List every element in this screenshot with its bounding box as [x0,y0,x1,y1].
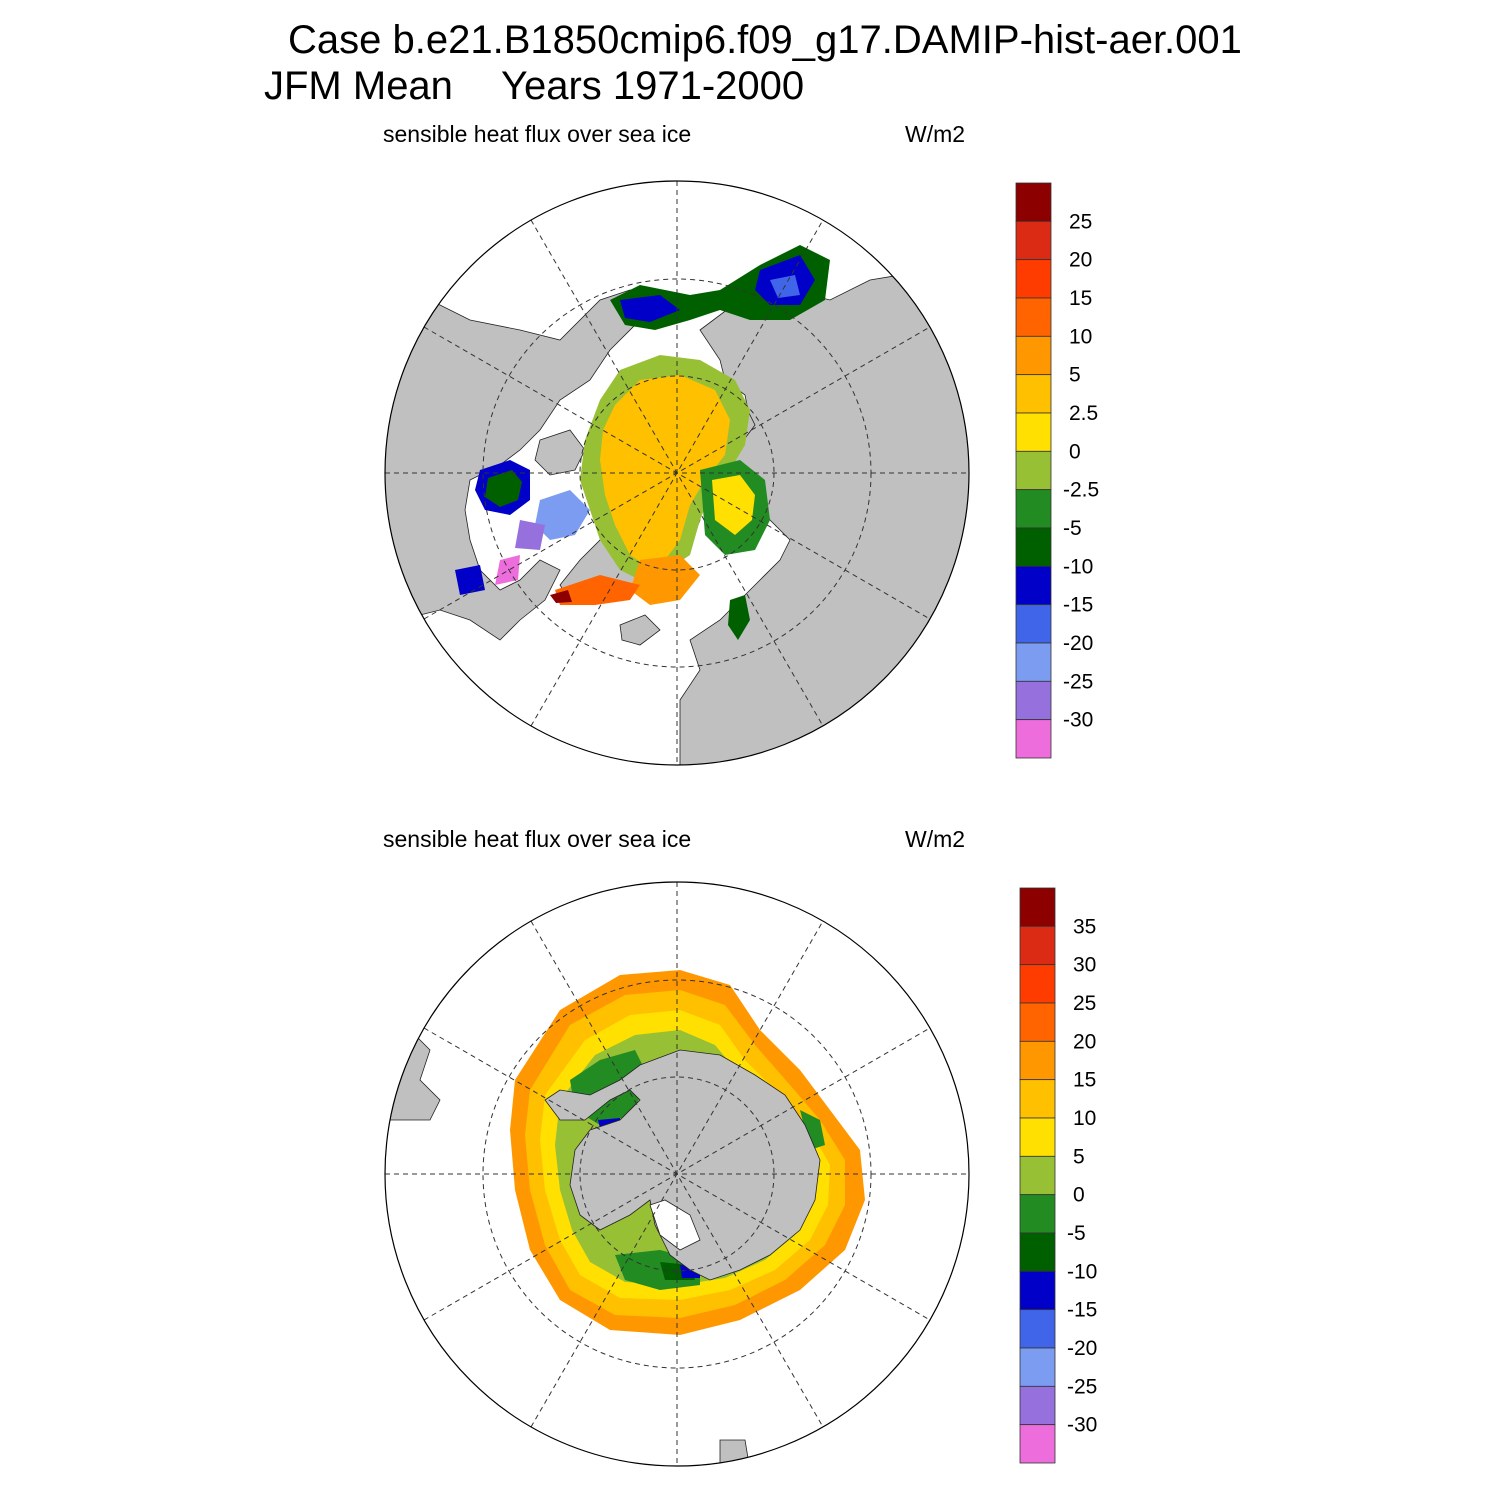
colorbar-tick-label: 2.5 [1069,402,1098,425]
colorbar-swatch [1015,527,1052,567]
colorbar-tick-label: -30 [1067,1414,1097,1437]
colorbar-tick-label: 15 [1069,287,1092,310]
arctic-flux-field [455,245,830,640]
years-label: Years 1971-2000 [500,64,805,108]
colorbar-swatch [1015,220,1052,261]
season-label: JFM Mean [264,64,453,108]
arctic-variable-label: sensible heat flux over sea ice [383,121,692,147]
colorbar-tick-label: -30 [1063,709,1093,732]
colorbar-swatch [1015,182,1052,222]
colorbar-swatch [1015,335,1052,376]
colorbar-swatch [1019,964,1056,1004]
antarctica-land [544,1049,821,1281]
colorbar-tick-label: 5 [1073,1145,1085,1168]
colorbar-swatch [1015,259,1052,299]
arctic-colorbar: 25 20 15 10 5 2.5 0 -2.5 -5 -10 -15 -20 -25 -30 [1015,182,1099,759]
colorbar-swatch [1019,925,1056,966]
colorbar-tick-label: -5 [1067,1222,1086,1245]
arctic-units-label: W/m2 [905,121,966,147]
colorbar-swatch [1019,1232,1056,1272]
colorbar-swatch [1015,565,1052,606]
colorbar-tick-label: -20 [1063,632,1093,655]
colorbar-swatch [1019,1270,1056,1311]
colorbar-swatch [1015,297,1052,337]
colorbar-tick-label: -15 [1067,1299,1097,1322]
antarctic-variable-label: sensible heat flux over sea ice [383,826,692,852]
colorbar-swatch [1015,374,1052,414]
colorbar-tick-label: 5 [1069,364,1081,387]
colorbar-swatch [1015,450,1052,491]
colorbar-tick-label: 15 [1073,1069,1096,1092]
colorbar-swatch [1015,604,1052,644]
colorbar-swatch [1015,719,1052,759]
colorbar-swatch [1019,1040,1056,1081]
case-title: Case b.e21.B1850cmip6.f09_g17.DAMIP-hist… [288,18,1242,62]
colorbar-swatch [1015,642,1052,682]
colorbar-swatch [1015,489,1052,529]
colorbar-tick-label: 25 [1069,210,1092,233]
antarctic-graticule [385,882,969,1466]
period-title: JFM Mean Years 1971-2000 [264,64,804,109]
colorbar-tick-label: 20 [1069,249,1092,272]
colorbar-tick-label: 0 [1069,440,1081,463]
colorbar-swatch [1019,1424,1056,1464]
arctic-graticule [385,181,969,765]
colorbar-tick-label: 35 [1073,915,1096,938]
antarctic-colorbar: 35 30 25 20 15 10 5 0 -5 -10 -15 -20 -25 -30 [1019,887,1097,1464]
colorbar-swatch [1019,1117,1056,1157]
colorbar-tick-label: -15 [1063,594,1093,617]
colorbar-swatch [1015,412,1052,452]
colorbar-swatch [1019,1309,1056,1349]
antarctic-units-label: W/m2 [905,826,966,852]
colorbar-tick-label: 30 [1073,954,1096,977]
colorbar-tick-label: 10 [1069,325,1092,348]
colorbar-tick-label: 20 [1073,1030,1096,1053]
colorbar-swatch [1019,1155,1056,1196]
colorbar-tick-label: -20 [1067,1337,1097,1360]
colorbar-tick-label: -25 [1063,670,1093,693]
colorbar-tick-label: -2.5 [1063,479,1099,502]
colorbar-tick-label: 10 [1073,1107,1096,1130]
colorbar-tick-label: -25 [1067,1375,1097,1398]
colorbar-tick-label: 0 [1073,1184,1085,1207]
colorbar-swatch [1019,1079,1056,1119]
colorbar-tick-label: 25 [1073,992,1096,1015]
antarctic-map [384,881,970,1467]
colorbar-swatch [1019,1347,1056,1387]
colorbar-tick-label: -10 [1067,1260,1097,1283]
colorbar-swatch [1019,1002,1056,1042]
colorbar-swatch [1019,1385,1056,1426]
colorbar-swatch [1015,680,1052,721]
colorbar-tick-label: -10 [1063,555,1093,578]
colorbar-swatch [1019,1194,1056,1234]
arctic-map [384,180,970,766]
colorbar-tick-label: -5 [1063,517,1082,540]
colorbar-swatch [1019,887,1056,927]
